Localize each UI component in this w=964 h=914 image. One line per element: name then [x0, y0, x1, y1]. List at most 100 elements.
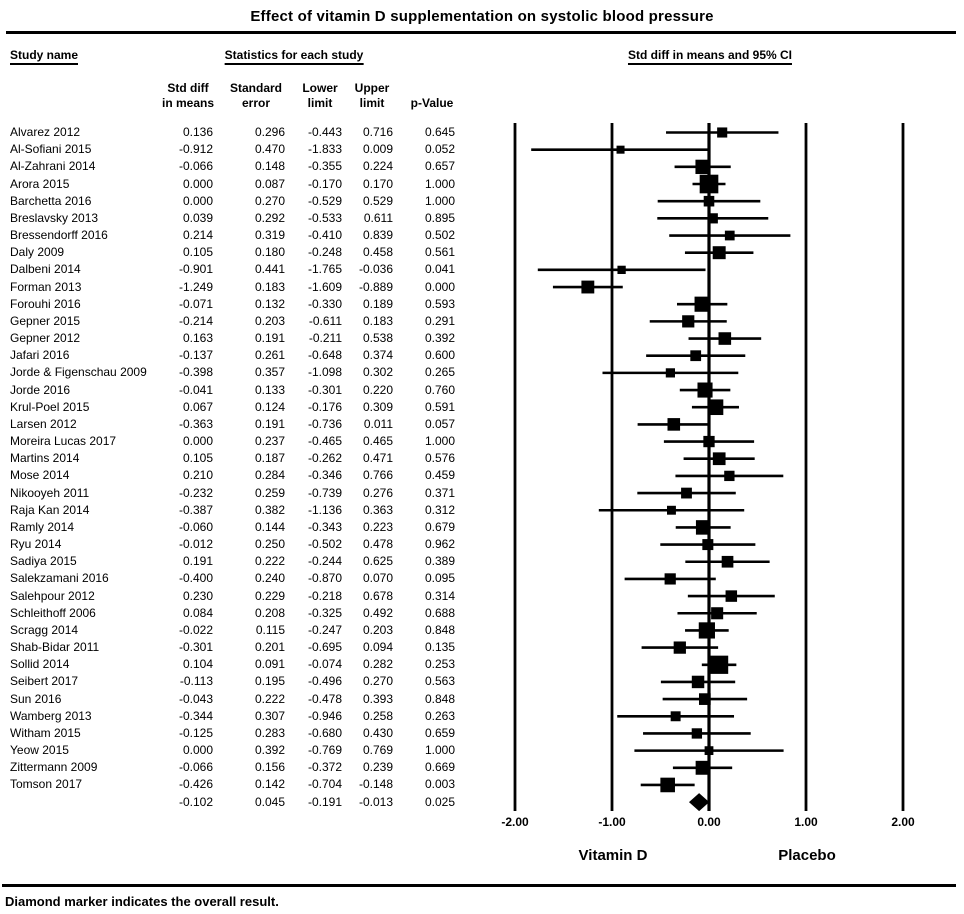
p-value: 0.561: [424, 245, 455, 260]
std-diff-value: 0.039: [182, 210, 213, 225]
upper-limit-value: 0.374: [362, 348, 393, 363]
lower-limit-value: -0.170: [307, 176, 342, 191]
lower-limit-value: -0.946: [307, 708, 342, 723]
standard-error-value: 0.124: [254, 399, 285, 414]
overall-row: -0.102 0.045 -0.191 -0.013 0.025: [0, 794, 470, 811]
effect-marker: [660, 777, 675, 793]
standard-error-value: 0.133: [254, 382, 285, 397]
p-value: 0.135: [424, 640, 455, 655]
standard-error-value: 0.240: [254, 571, 285, 586]
p-value: 0.591: [424, 399, 455, 414]
study-name: Dalbeni 2014: [10, 262, 81, 277]
lower-limit-value: -0.074: [307, 657, 342, 672]
standard-error-value: 0.261: [254, 348, 285, 363]
effect-marker: [699, 174, 719, 194]
standard-error-value: 0.191: [254, 331, 285, 346]
study-name: Yeow 2015: [10, 743, 69, 758]
col-header-p-value: p-Value: [410, 96, 454, 110]
table-row: Al-Sofiani 2015 -0.912 0.470 -1.833 0.009 0.0…: [0, 141, 470, 158]
study-name: Scragg 2014: [10, 622, 79, 637]
effect-marker: [709, 655, 729, 674]
table-row: Moreira Lucas 2017 0.000 0.237 -0.465 0.465 1…: [0, 433, 470, 450]
upper-limit-value: 0.220: [362, 382, 393, 397]
upper-limit-value: -0.148: [358, 777, 393, 792]
standard-error-value: 0.132: [254, 296, 285, 311]
p-value: 0.314: [424, 588, 455, 603]
lower-limit-value: -0.244: [307, 554, 342, 569]
study-name: Breslavsky 2013: [10, 210, 99, 225]
p-value: 0.265: [424, 365, 455, 380]
study-name: Sadiya 2015: [10, 554, 77, 569]
upper-limit-value: 0.839: [362, 228, 393, 243]
table-row: Nikooyeh 2011 -0.232 0.259 -0.739 0.276 0.371: [0, 485, 470, 502]
upper-limit-value: 0.769: [362, 743, 393, 758]
table-row: Forouhi 2016 -0.071 0.132 -0.330 0.189 0.593: [0, 296, 470, 313]
lower-limit-value: -0.704: [307, 777, 342, 792]
page-title: Effect of vitamin D supplementation on s…: [250, 8, 714, 25]
standard-error-value: 0.091: [254, 657, 285, 672]
upper-limit-value: 0.009: [362, 142, 393, 157]
table-row: Raja Kan 2014 -0.387 0.382 -1.136 0.363 0.312: [0, 502, 470, 519]
study-name: Al-Sofiani 2015: [10, 142, 92, 157]
table-row: Breslavsky 2013 0.039 0.292 -0.533 0.611 0.89…: [0, 210, 470, 227]
std-diff-value: 0.191: [182, 554, 213, 569]
table-row: Mose 2014 0.210 0.284 -0.346 0.766 0.459: [0, 467, 470, 484]
table-row: Sun 2016 -0.043 0.222 -0.478 0.393 0.848: [0, 691, 470, 708]
standard-error-value: 0.222: [254, 554, 285, 569]
std-diff-value: -0.137: [178, 348, 213, 363]
study-name: Jafari 2016: [10, 348, 70, 363]
lower-limit-value: -0.443: [307, 125, 342, 139]
standard-error-value: 0.270: [254, 193, 285, 208]
effect-marker: [581, 280, 595, 294]
upper-limit-value: 0.465: [362, 434, 393, 449]
study-name: Jorde 2016: [10, 382, 71, 397]
table-row: Gepner 2015 -0.214 0.203 -0.611 0.183 0.291: [0, 313, 470, 330]
table-row: Witham 2015 -0.125 0.283 -0.680 0.430 0.659: [0, 725, 470, 742]
study-name: Schleithoff 2006: [10, 605, 96, 620]
p-value: 1.000: [424, 434, 455, 449]
upper-limit-value: 0.716: [362, 125, 393, 139]
p-value: 0.312: [424, 502, 455, 517]
effect-marker: [616, 145, 625, 154]
study-name: Al-Zahrani 2014: [10, 159, 96, 174]
upper-limit-value: 0.393: [362, 691, 393, 706]
effect-marker: [724, 230, 735, 241]
table-row: Bressendorff 2016 0.214 0.319 -0.410 0.839 0.…: [0, 227, 470, 244]
study-name: Sollid 2014: [10, 657, 70, 672]
table-row: Salehpour 2012 0.230 0.229 -0.218 0.678 0.314: [0, 588, 470, 605]
std-diff-value: -0.066: [178, 159, 213, 174]
upper-limit-value: 0.203: [362, 622, 393, 637]
standard-error-value: 0.250: [254, 537, 285, 552]
lower-limit-value: -0.611: [308, 313, 342, 328]
lower-limit-value: -0.211: [308, 331, 342, 346]
axis-tick-label: -2.00: [501, 815, 529, 829]
standard-error-value: 0.259: [254, 485, 285, 500]
effect-marker: [698, 622, 715, 639]
std-diff-value: -0.060: [178, 519, 213, 534]
study-name: Salekzamani 2016: [10, 571, 109, 586]
standard-error-value: 0.319: [254, 228, 285, 243]
table-row: Al-Zahrani 2014 -0.066 0.148 -0.355 0.224 0.6…: [0, 158, 470, 175]
lower-limit-value: -0.301: [307, 382, 342, 397]
standard-error-value: 0.087: [254, 176, 285, 191]
effect-marker: [704, 746, 714, 756]
table-row: Alvarez 2012 0.136 0.296 -0.443 0.716 0.645: [0, 124, 470, 141]
std-diff-value: 0.163: [182, 331, 213, 346]
table-row: Barchetta 2016 0.000 0.270 -0.529 0.529 1.000: [0, 193, 470, 210]
std-diff-value: -0.214: [178, 313, 213, 328]
study-name: Mose 2014: [10, 468, 70, 483]
lower-limit-value: -1.765: [307, 262, 342, 277]
study-name: Sun 2016: [10, 691, 62, 706]
lower-limit-value: -0.343: [307, 519, 342, 534]
x-axis-label-left: Vitamin D: [578, 847, 648, 864]
p-value: 0.041: [424, 262, 455, 277]
upper-limit-value: 0.258: [362, 708, 393, 723]
effect-marker: [711, 607, 724, 620]
upper-limit-value: 0.458: [362, 245, 393, 260]
standard-error-value: 0.470: [254, 142, 285, 157]
axis-tick-label: 2.00: [891, 815, 915, 829]
standard-error-value: 0.195: [254, 674, 285, 689]
study-name: Zittermann 2009: [10, 760, 98, 775]
p-value: 0.593: [424, 296, 455, 311]
